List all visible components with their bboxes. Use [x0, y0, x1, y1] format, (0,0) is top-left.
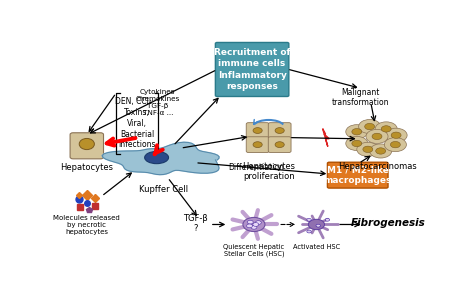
Circle shape: [307, 230, 311, 233]
Circle shape: [346, 136, 368, 150]
Text: Kupffer Cell: Kupffer Cell: [139, 185, 189, 194]
Circle shape: [247, 220, 253, 224]
Ellipse shape: [253, 142, 262, 148]
Ellipse shape: [145, 152, 169, 164]
Circle shape: [316, 224, 320, 227]
Circle shape: [372, 133, 382, 140]
Polygon shape: [102, 142, 219, 175]
Circle shape: [352, 140, 362, 147]
Circle shape: [352, 128, 362, 135]
Text: Activated HSC: Activated HSC: [293, 244, 340, 250]
Circle shape: [253, 223, 259, 226]
Circle shape: [370, 144, 392, 158]
FancyBboxPatch shape: [246, 123, 269, 138]
Text: Fibrogenesis: Fibrogenesis: [351, 218, 425, 228]
FancyBboxPatch shape: [70, 133, 103, 159]
Text: Differentiation: Differentiation: [228, 163, 284, 172]
Circle shape: [325, 218, 329, 221]
FancyBboxPatch shape: [268, 123, 291, 138]
Text: Hepatocarcinomas: Hepatocarcinomas: [337, 162, 416, 170]
Text: TGF-β
?: TGF-β ?: [183, 214, 208, 233]
Text: Malignant
transformation: Malignant transformation: [332, 88, 389, 107]
Text: Hepatocytes
proliferation: Hepatocytes proliferation: [242, 162, 295, 181]
Text: Cytokines
Chemokines
TGF-β
TNF-α ...: Cytokines Chemokines TGF-β TNF-α ...: [136, 89, 180, 117]
Polygon shape: [323, 129, 329, 146]
Text: Quiescent Hepatic
Stellar Cells (HSC): Quiescent Hepatic Stellar Cells (HSC): [223, 244, 284, 257]
Circle shape: [385, 128, 407, 142]
Text: M1 / M2-like
macrophages: M1 / M2-like macrophages: [324, 165, 392, 185]
Text: Molecules released
by necrotic
hepatocytes: Molecules released by necrotic hepatocyt…: [54, 215, 120, 235]
Circle shape: [366, 129, 388, 143]
FancyBboxPatch shape: [215, 42, 289, 96]
Text: Hepatocytes: Hepatocytes: [60, 163, 113, 172]
Circle shape: [357, 142, 379, 156]
Circle shape: [375, 122, 397, 136]
FancyBboxPatch shape: [246, 137, 269, 152]
Ellipse shape: [79, 138, 94, 149]
Circle shape: [384, 138, 406, 152]
Circle shape: [381, 126, 391, 132]
Ellipse shape: [275, 142, 284, 148]
FancyBboxPatch shape: [268, 137, 291, 152]
Text: Recruitment of
immune cells
Inflammatory
responses: Recruitment of immune cells Inflammatory…: [214, 48, 291, 91]
Circle shape: [307, 218, 311, 221]
Circle shape: [246, 224, 253, 228]
Ellipse shape: [275, 127, 284, 134]
Circle shape: [365, 124, 374, 130]
Circle shape: [255, 221, 261, 224]
Circle shape: [391, 132, 401, 138]
Ellipse shape: [253, 127, 262, 134]
Circle shape: [346, 125, 368, 139]
Circle shape: [243, 217, 265, 231]
Circle shape: [308, 219, 325, 230]
Text: DEN, CCl₄...
Toxins,
Viral,
Bacterial
infections: DEN, CCl₄... Toxins, Viral, Bacterial in…: [115, 98, 159, 149]
Circle shape: [391, 142, 401, 148]
Circle shape: [376, 148, 386, 154]
Circle shape: [363, 146, 373, 152]
Circle shape: [251, 225, 257, 229]
Circle shape: [359, 120, 381, 134]
FancyBboxPatch shape: [328, 162, 388, 188]
